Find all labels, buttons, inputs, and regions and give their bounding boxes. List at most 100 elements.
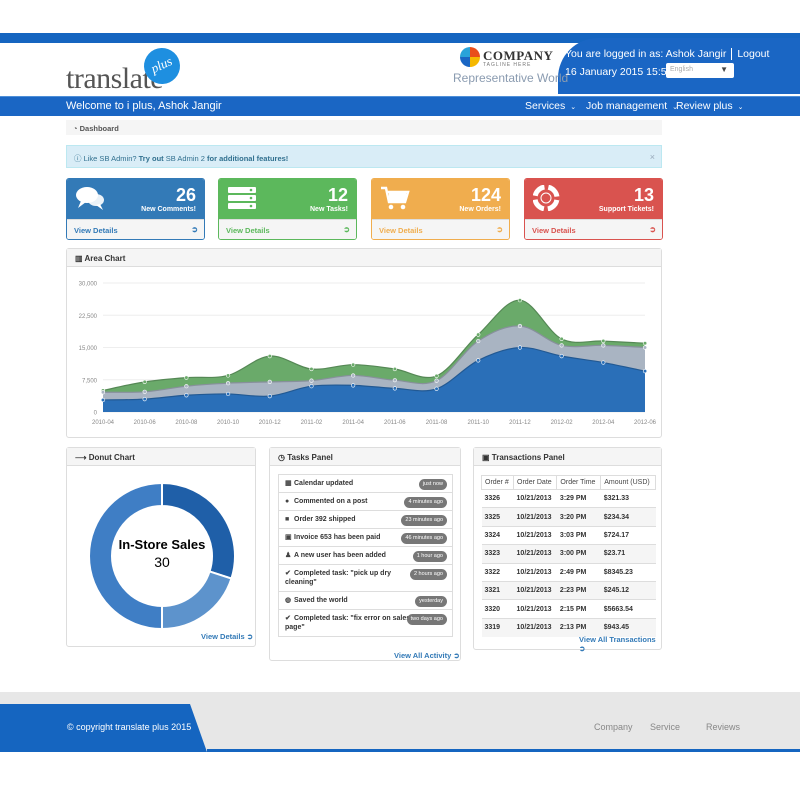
data-point[interactable] [434, 378, 439, 383]
panel-title: Tasks Panel [287, 453, 333, 462]
table-row[interactable]: 3323 10/21/2013 3:00 PM $23.71 [481, 544, 656, 564]
data-point[interactable] [267, 393, 272, 399]
data-point[interactable] [392, 366, 397, 372]
data-point[interactable] [642, 345, 648, 350]
column-header: Order Date [513, 475, 558, 490]
task-item[interactable]: ▦ Calendar updated just now [278, 474, 453, 493]
data-point[interactable] [517, 323, 523, 329]
data-point[interactable] [601, 338, 606, 344]
task-time-badge: 1 hour ago [412, 551, 447, 562]
task-item[interactable]: ◍ Saved the world yesterday [278, 591, 453, 610]
footer-link-reviews[interactable]: Reviews [706, 722, 741, 732]
data-point[interactable] [476, 338, 481, 344]
data-point[interactable] [309, 366, 314, 372]
table-row[interactable]: 3321 10/21/2013 2:23 PM $245.12 [481, 580, 656, 600]
data-point[interactable] [601, 343, 606, 348]
table-cell: 3321 [481, 580, 514, 600]
y-tick-label: 15,000 [79, 346, 98, 352]
donut-center-value: 30 [154, 554, 170, 570]
data-point[interactable] [100, 397, 106, 403]
table-row[interactable]: 3326 10/21/2013 3:29 PM $321.33 [481, 488, 656, 508]
data-point[interactable] [601, 360, 606, 365]
data-point[interactable] [642, 341, 648, 346]
table-cell: 3:20 PM [556, 507, 601, 527]
table-cell: $23.71 [600, 544, 656, 564]
data-point[interactable] [517, 298, 523, 303]
data-point[interactable] [267, 379, 272, 384]
data-point[interactable] [184, 393, 189, 398]
data-point[interactable] [309, 378, 314, 383]
view-details-link[interactable]: View Details ➲ [67, 219, 204, 239]
table-row[interactable]: 3319 10/21/2013 2:13 PM $943.45 [481, 617, 656, 637]
view-details-link[interactable]: View Details ➲ [372, 219, 509, 239]
data-point[interactable] [142, 379, 147, 384]
view-all-transactions-link[interactable]: View All Transactions ➲ [579, 635, 661, 653]
data-point[interactable] [517, 345, 523, 350]
alert-text-d: for additional features! [207, 154, 289, 163]
nav-services[interactable]: Services ⌄ [525, 100, 576, 112]
donut-segment[interactable] [88, 481, 163, 631]
table-cell: $724.17 [600, 525, 656, 545]
data-point[interactable] [267, 353, 272, 359]
data-point[interactable] [142, 397, 147, 402]
data-point[interactable] [225, 391, 231, 397]
data-point[interactable] [309, 384, 314, 389]
data-point[interactable] [392, 378, 397, 383]
data-point[interactable] [184, 375, 189, 380]
footer-link-service[interactable]: Service [650, 722, 681, 732]
table-cell: 3322 [481, 562, 514, 582]
task-item[interactable]: ▣ Invoice 653 has been paid 46 minutes ago [278, 528, 453, 547]
data-point[interactable] [559, 343, 564, 348]
data-point[interactable] [559, 353, 564, 359]
table-row[interactable]: 3325 10/21/2013 3:20 PM $234.34 [481, 507, 656, 527]
x-tick-label: 2011-02 [301, 420, 323, 426]
view-details-link[interactable]: View Details ➲ [201, 632, 253, 641]
close-icon[interactable]: × [649, 152, 655, 162]
view-details-link[interactable]: View Details ➲ [219, 219, 356, 239]
data-point[interactable] [434, 386, 439, 391]
data-point[interactable] [351, 383, 356, 388]
data-point[interactable] [142, 389, 147, 394]
alert-link[interactable]: SB Admin 2 [165, 154, 205, 163]
data-point[interactable] [434, 373, 439, 378]
company-logo-icon [460, 47, 480, 67]
table-row[interactable]: 3320 10/21/2013 2:15 PM $5663.54 [481, 599, 656, 619]
data-point[interactable] [225, 373, 231, 378]
data-point[interactable] [184, 384, 189, 389]
table-row[interactable]: 3322 10/21/2013 2:49 PM $8345.23 [481, 562, 656, 582]
data-point[interactable] [351, 362, 356, 367]
task-text: Saved the world [294, 597, 348, 604]
logout-link[interactable]: Logout [737, 48, 770, 60]
footer-link-company[interactable]: Company [594, 722, 633, 732]
task-item[interactable]: ✔ Completed task: "fix error on sales pag… [278, 609, 453, 637]
task-time-badge: 46 minutes ago [401, 533, 447, 544]
data-point[interactable] [642, 369, 648, 374]
task-text: Calendar updated [294, 480, 354, 487]
task-item[interactable]: ■ Order 392 shipped 23 minutes ago [278, 510, 453, 529]
data-point[interactable] [100, 390, 106, 395]
panel-heading: ▥ Area Chart [67, 249, 661, 267]
table-cell: 3:03 PM [556, 525, 601, 545]
data-point[interactable] [559, 336, 564, 341]
task-text: Completed task: "fix error on sales page… [285, 615, 411, 631]
data-point[interactable] [225, 381, 231, 386]
data-point[interactable] [392, 386, 397, 391]
task-item[interactable]: ♟ A new user has been added 1 hour ago [278, 546, 453, 565]
x-tick-label: 2012-04 [592, 420, 615, 426]
data-point[interactable] [476, 358, 481, 363]
donut-segment[interactable] [161, 570, 233, 631]
stat-label: New Tasks! [310, 206, 348, 213]
view-all-activity-link[interactable]: View All Activity ➲ [394, 651, 460, 660]
nav-job-management[interactable]: Job management ⌄ [586, 100, 678, 112]
nav-review-plus[interactable]: Review plus ⌄ [676, 100, 743, 112]
series-line-2 [102, 299, 646, 392]
task-item[interactable]: ✔ Completed task: "pick up dry cleaning" 2… [278, 564, 453, 592]
task-item[interactable]: ● Commented on a post 4 minutes ago [278, 492, 453, 511]
table-row[interactable]: 3324 10/21/2013 3:03 PM $724.17 [481, 525, 656, 545]
view-details-link[interactable]: View Details ➲ [525, 219, 662, 239]
table-cell: $234.34 [600, 507, 656, 527]
data-point[interactable] [476, 332, 481, 337]
data-point[interactable] [351, 373, 356, 378]
language-select[interactable]: English ▼ [666, 63, 734, 78]
table-cell: 10/21/2013 [513, 599, 557, 619]
